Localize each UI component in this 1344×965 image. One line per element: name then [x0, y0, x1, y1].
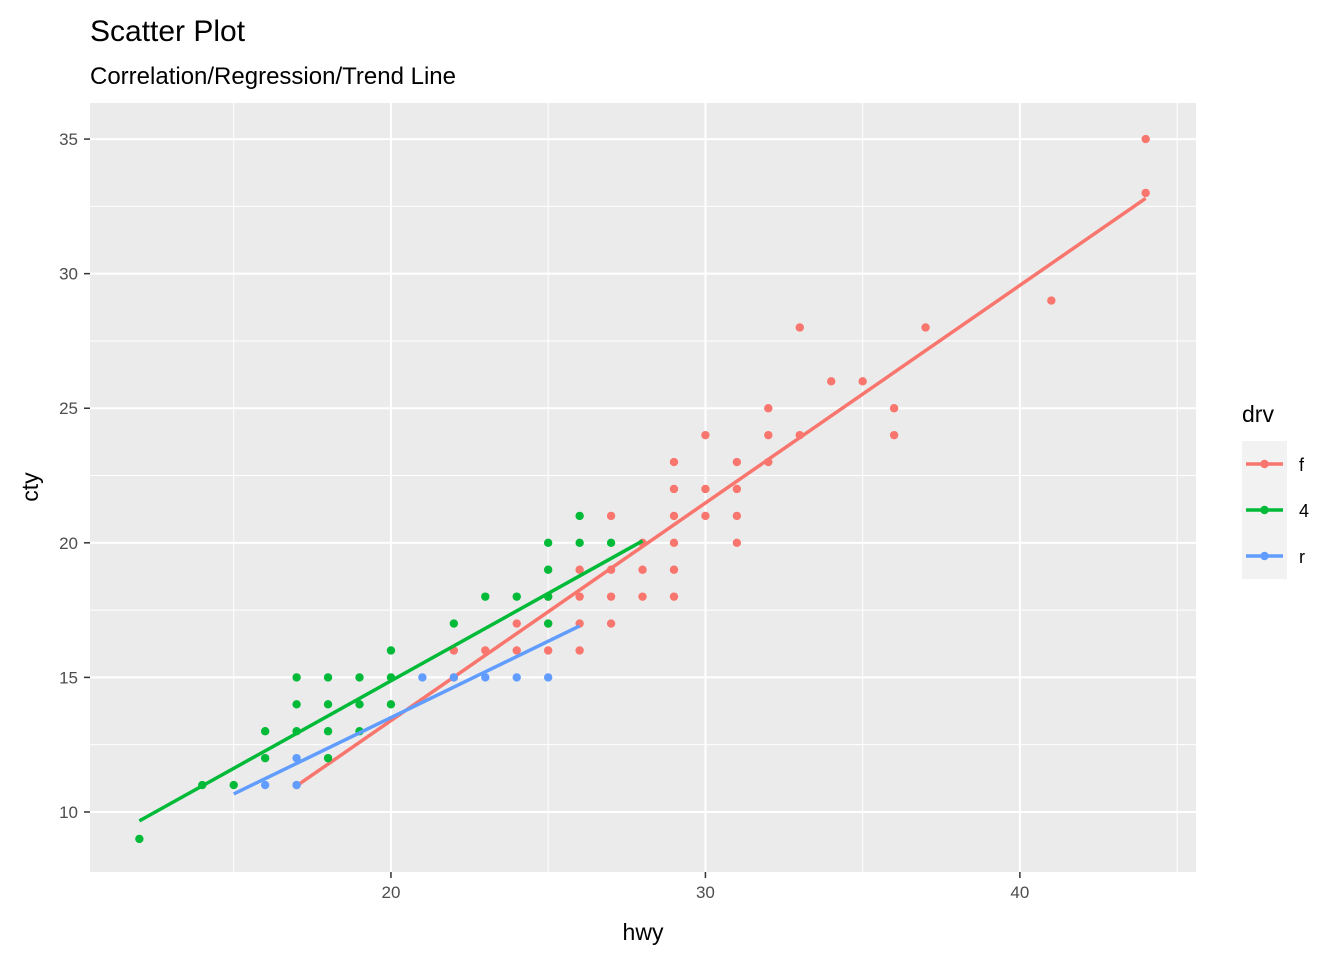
point	[795, 323, 804, 332]
point	[921, 323, 930, 332]
point	[449, 619, 459, 628]
point	[260, 753, 270, 763]
point	[606, 619, 616, 628]
point	[669, 538, 679, 548]
point	[638, 565, 647, 574]
point	[323, 753, 333, 763]
trend-line	[232, 624, 581, 796]
x-tick-label: 30	[696, 883, 715, 902]
trend-line	[295, 196, 1147, 788]
point	[292, 780, 301, 790]
point	[543, 538, 553, 548]
point	[512, 592, 521, 601]
point	[669, 511, 679, 521]
point	[732, 511, 742, 521]
point	[292, 753, 301, 763]
point	[323, 673, 333, 682]
point	[260, 780, 270, 790]
point	[229, 780, 238, 790]
point	[292, 700, 301, 709]
point	[512, 619, 521, 628]
point	[1047, 296, 1056, 305]
point	[543, 565, 553, 574]
y-tick-label: 35	[59, 130, 78, 149]
point	[669, 484, 679, 494]
y-axis-label: cty	[17, 472, 43, 502]
y-tick-label: 25	[59, 399, 78, 418]
point	[701, 484, 710, 494]
point	[701, 430, 710, 440]
point	[889, 430, 899, 440]
y-tick-label: 20	[59, 534, 78, 553]
legend-key-point	[1260, 551, 1269, 561]
chart-subtitle: Correlation/Regression/Trend Line	[90, 63, 456, 90]
point	[669, 565, 679, 574]
point	[1141, 188, 1150, 198]
point	[386, 646, 396, 655]
point	[701, 511, 710, 521]
point	[638, 592, 647, 601]
point	[449, 673, 459, 682]
point	[481, 673, 490, 682]
point	[386, 700, 396, 709]
point	[575, 646, 584, 655]
point	[575, 565, 584, 574]
point	[575, 592, 584, 601]
point	[418, 673, 427, 682]
point	[135, 834, 144, 844]
trend-line	[138, 539, 644, 823]
point	[606, 538, 616, 548]
point	[1141, 134, 1150, 144]
point	[543, 619, 553, 628]
legend-title: drv	[1242, 401, 1274, 427]
point	[732, 538, 742, 548]
point	[543, 673, 553, 682]
point	[606, 592, 616, 601]
point	[732, 484, 742, 494]
point	[512, 673, 521, 682]
point	[827, 377, 836, 386]
point	[543, 646, 553, 655]
legend-label: 4	[1299, 501, 1309, 521]
point	[606, 511, 616, 521]
x-tick-label: 40	[1010, 883, 1029, 902]
point	[260, 727, 270, 736]
point	[669, 592, 679, 601]
legend-key-point	[1260, 459, 1269, 469]
y-tick-label: 15	[59, 668, 78, 687]
x-axis-label: hwy	[623, 919, 664, 945]
y-tick-label: 30	[59, 265, 78, 284]
point	[355, 673, 364, 682]
point	[764, 430, 773, 440]
point	[292, 673, 301, 682]
point	[323, 700, 333, 709]
point	[481, 592, 490, 601]
point	[889, 404, 899, 413]
legend-key-point	[1260, 505, 1269, 515]
legend-label: f	[1299, 455, 1305, 475]
point	[669, 457, 679, 467]
point	[323, 727, 333, 736]
point	[764, 404, 773, 413]
point	[575, 511, 584, 521]
point	[355, 700, 364, 709]
point	[858, 377, 867, 386]
point	[512, 646, 521, 655]
legend-label: r	[1299, 547, 1305, 567]
point	[732, 457, 742, 467]
y-tick-label: 10	[59, 803, 78, 822]
chart-title: Scatter Plot	[90, 15, 246, 48]
x-tick-label: 20	[381, 883, 400, 902]
point	[575, 538, 584, 548]
